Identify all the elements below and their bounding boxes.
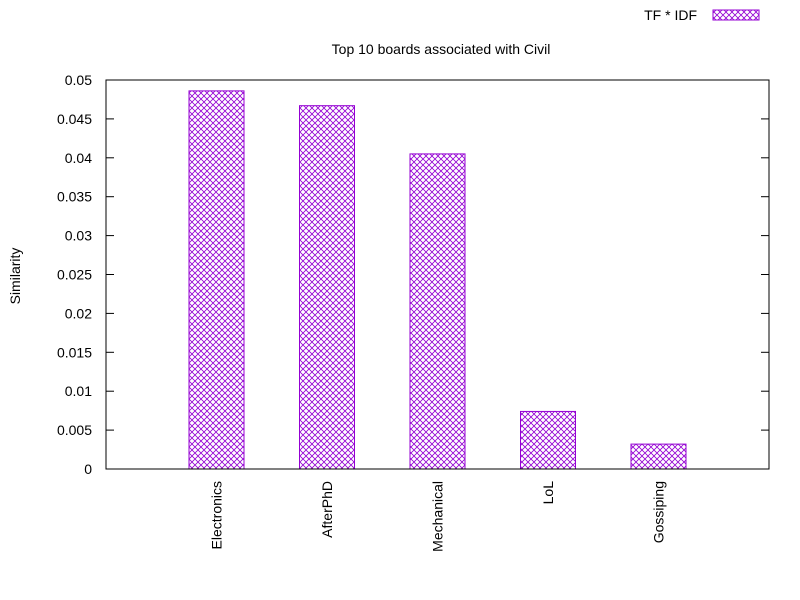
x-tick-label: Electronics: [209, 481, 225, 549]
y-tick-label: 0.015: [57, 344, 92, 360]
y-tick-label: 0.005: [57, 422, 92, 438]
bar-lol: [520, 410, 576, 470]
legend: TF * IDF: [644, 7, 760, 23]
bar-afterphd: [299, 105, 355, 470]
plot-frame: [105, 79, 770, 470]
x-axis-tick-labels: Electronics AfterPhD Mechanical LoL Gossipin…: [209, 481, 667, 552]
bars: [188, 90, 687, 470]
y-tick-label: 0.035: [57, 189, 92, 205]
y-axis-ticks: 0 0.005 0.01 0.015 0.02 0.025 0.03 0.035 0.04 0.0…: [57, 72, 769, 477]
bar-gossiping: [630, 443, 687, 470]
y-tick-label: 0.01: [65, 383, 92, 399]
bar-electronics: [188, 90, 245, 470]
x-tick-label: Mechanical: [430, 481, 446, 552]
x-tick-label: Gossiping: [651, 481, 667, 543]
y-tick-label: 0.045: [57, 111, 92, 127]
y-tick-label: 0: [84, 461, 92, 477]
y-tick-label: 0.04: [65, 150, 92, 166]
y-tick-label: 0.025: [57, 267, 92, 283]
y-tick-label: 0.02: [65, 305, 92, 321]
x-tick-label: AfterPhD: [319, 481, 335, 538]
legend-label: TF * IDF: [644, 7, 697, 23]
y-tick-label: 0.03: [65, 228, 92, 244]
y-axis-label: Similarity: [7, 248, 23, 305]
bar-mechanical: [409, 153, 466, 470]
x-tick-label: LoL: [540, 481, 556, 505]
y-tick-label: 0.05: [65, 72, 92, 88]
legend-swatch: [712, 9, 760, 21]
chart-title: Top 10 boards associated with Civil: [332, 41, 551, 57]
